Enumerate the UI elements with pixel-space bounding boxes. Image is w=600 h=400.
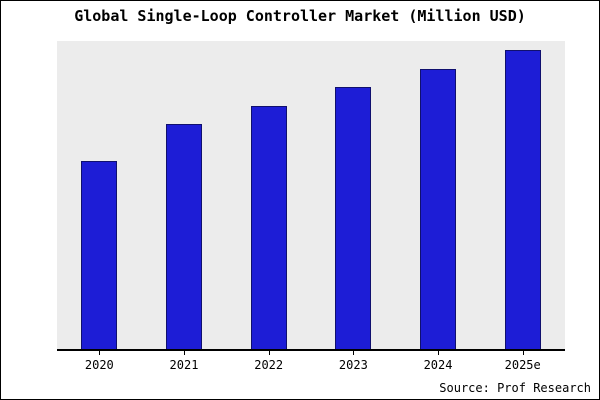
bar-2020 — [81, 161, 118, 349]
x-tick-label-2023: 2023 — [311, 351, 396, 372]
x-tick-label-2024: 2024 — [396, 351, 481, 372]
x-tick-label-2020: 2020 — [57, 351, 142, 372]
bar-slot-2025e — [480, 41, 565, 349]
x-axis-labels: 2020 2021 2022 2023 2024 2025e — [57, 351, 565, 372]
bar-2021 — [166, 124, 202, 349]
bar-2024 — [420, 68, 457, 349]
bar-slot-2020 — [57, 41, 142, 349]
bar-slot-2023 — [311, 41, 396, 349]
bar-slot-2024 — [396, 41, 481, 349]
chart-title: Global Single-Loop Controller Market (Mi… — [74, 7, 526, 25]
bar-2023 — [335, 87, 372, 349]
bars — [57, 41, 565, 349]
x-tick-label-2021: 2021 — [142, 351, 227, 372]
plot-area — [57, 41, 565, 351]
bar-slot-2022 — [226, 41, 311, 349]
bar-2025e — [504, 50, 541, 349]
x-tick-label-2025e: 2025e — [480, 351, 565, 372]
bar-slot-2021 — [142, 41, 227, 349]
bar-2022 — [250, 105, 287, 349]
x-tick-label-2022: 2022 — [226, 351, 311, 372]
source-text: Source: Prof Research — [439, 381, 591, 395]
